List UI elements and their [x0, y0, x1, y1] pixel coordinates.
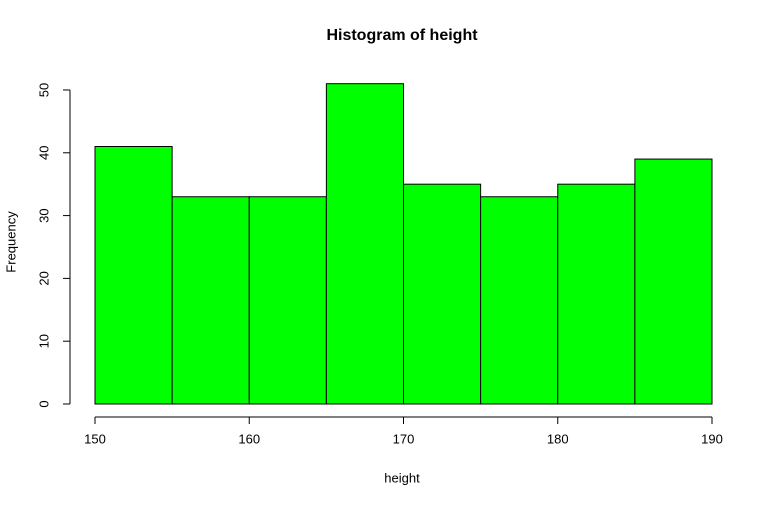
y-axis-label: Frequency	[3, 211, 18, 273]
bar	[325, 83, 404, 405]
bar	[480, 196, 559, 405]
chart-title: Histogram of height	[326, 27, 478, 44]
bar	[557, 183, 636, 405]
y-tick-label: 50	[36, 83, 51, 97]
y-tick-label: 40	[36, 146, 51, 160]
x-axis-label: height	[384, 470, 420, 485]
y-tick-label: 30	[36, 208, 51, 222]
y-tick-label: 10	[36, 334, 51, 348]
bar	[94, 146, 173, 405]
y-tick-label: 20	[36, 271, 51, 285]
x-tick-label: 160	[238, 431, 260, 446]
bar	[248, 196, 327, 405]
x-tick-label: 170	[393, 431, 415, 446]
bar	[634, 158, 713, 405]
x-tick-label: 180	[547, 431, 569, 446]
bar	[171, 196, 250, 405]
y-tick-label: 0	[36, 400, 51, 407]
x-tick-label: 150	[84, 431, 106, 446]
bar	[403, 183, 482, 405]
x-tick-label: 190	[701, 431, 723, 446]
